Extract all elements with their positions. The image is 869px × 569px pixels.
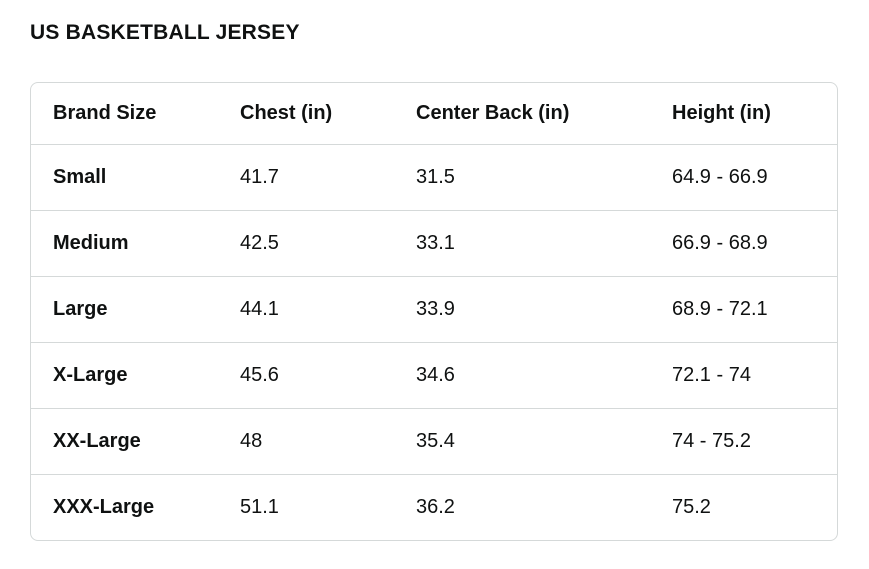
cell-center-back: 36.2 — [394, 474, 650, 540]
cell-height: 66.9 - 68.9 — [650, 210, 837, 276]
cell-brand-size: X-Large — [31, 342, 218, 408]
size-chart-table: Brand Size Chest (in) Center Back (in) H… — [31, 83, 837, 540]
cell-brand-size: XX-Large — [31, 408, 218, 474]
column-header-height: Height (in) — [672, 102, 771, 124]
page-title: US BASKETBALL JERSEY — [30, 21, 300, 44]
size-chart-page: US BASKETBALL JERSEY Brand Size Chest (i… — [30, 21, 838, 541]
column-header-brand-size: Brand Size — [53, 102, 157, 124]
cell-height: 75.2 — [650, 474, 837, 540]
cell-height: 68.9 - 72.1 — [650, 276, 837, 342]
table-row: XX-Large 48 35.4 74 - 75.2 — [31, 408, 837, 474]
table-row: Medium 42.5 33.1 66.9 - 68.9 — [31, 210, 837, 276]
cell-chest: 51.1 — [218, 474, 394, 540]
table-row: Large 44.1 33.9 68.9 - 72.1 — [31, 276, 837, 342]
table-row: XXX-Large 51.1 36.2 75.2 — [31, 474, 837, 540]
table-row: Small 41.7 31.5 64.9 - 66.9 — [31, 144, 837, 210]
cell-brand-size: Large — [31, 276, 218, 342]
cell-height: 72.1 - 74 — [650, 342, 837, 408]
cell-center-back: 34.6 — [394, 342, 650, 408]
cell-brand-size: XXX-Large — [31, 474, 218, 540]
cell-height: 64.9 - 66.9 — [650, 144, 837, 210]
cell-center-back: 31.5 — [394, 144, 650, 210]
cell-center-back: 33.9 — [394, 276, 650, 342]
cell-brand-size: Medium — [31, 210, 218, 276]
cell-chest: 44.1 — [218, 276, 394, 342]
cell-center-back: 35.4 — [394, 408, 650, 474]
table-row: X-Large 45.6 34.6 72.1 - 74 — [31, 342, 837, 408]
cell-chest: 48 — [218, 408, 394, 474]
cell-center-back: 33.1 — [394, 210, 650, 276]
cell-chest: 41.7 — [218, 144, 394, 210]
table-header-row: Brand Size Chest (in) Center Back (in) H… — [31, 83, 837, 144]
column-header-center-back: Center Back (in) — [416, 102, 570, 124]
column-header-chest: Chest (in) — [240, 102, 333, 124]
size-chart-card: Brand Size Chest (in) Center Back (in) H… — [30, 82, 838, 541]
cell-chest: 45.6 — [218, 342, 394, 408]
cell-brand-size: Small — [31, 144, 218, 210]
cell-height: 74 - 75.2 — [650, 408, 837, 474]
cell-chest: 42.5 — [218, 210, 394, 276]
